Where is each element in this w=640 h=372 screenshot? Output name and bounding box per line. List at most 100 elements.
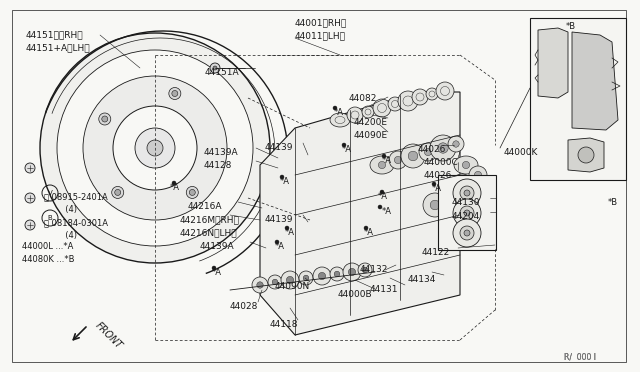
Text: 44216M（RH）: 44216M（RH） <box>180 215 240 224</box>
Text: *A: *A <box>334 108 344 117</box>
Circle shape <box>453 179 481 207</box>
Ellipse shape <box>401 144 425 168</box>
Circle shape <box>458 180 467 189</box>
Circle shape <box>464 190 470 196</box>
Ellipse shape <box>454 156 478 174</box>
Circle shape <box>394 156 402 164</box>
Circle shape <box>348 269 356 276</box>
Text: 44139A: 44139A <box>204 148 239 157</box>
Polygon shape <box>568 138 604 172</box>
Circle shape <box>408 151 418 161</box>
Ellipse shape <box>426 88 438 100</box>
Circle shape <box>272 279 278 285</box>
Text: 44001（RH）: 44001（RH） <box>295 18 348 27</box>
Ellipse shape <box>281 271 299 289</box>
Circle shape <box>210 63 220 73</box>
Ellipse shape <box>388 97 402 111</box>
Text: *A: *A <box>275 242 285 251</box>
Polygon shape <box>572 32 618 130</box>
Circle shape <box>362 267 368 273</box>
Text: FRONT: FRONT <box>93 320 124 350</box>
Circle shape <box>460 206 474 220</box>
Circle shape <box>275 240 279 244</box>
Circle shape <box>172 90 178 96</box>
Circle shape <box>342 143 346 147</box>
Text: 44000K: 44000K <box>504 148 538 157</box>
Text: 44090E: 44090E <box>354 131 388 140</box>
Ellipse shape <box>330 267 344 281</box>
Circle shape <box>453 141 460 147</box>
Text: B: B <box>47 215 52 221</box>
Circle shape <box>464 230 470 236</box>
Text: 44139: 44139 <box>265 143 294 152</box>
Circle shape <box>438 143 448 153</box>
Circle shape <box>25 163 35 173</box>
Circle shape <box>380 190 384 194</box>
Ellipse shape <box>373 99 391 117</box>
Circle shape <box>578 147 594 163</box>
Text: 44000B: 44000B <box>338 290 372 299</box>
Ellipse shape <box>398 91 418 111</box>
Circle shape <box>464 210 470 216</box>
Text: 44216N（LH）: 44216N（LH） <box>180 228 237 237</box>
Circle shape <box>112 186 124 198</box>
Ellipse shape <box>389 151 407 169</box>
Text: 44200E: 44200E <box>354 118 388 127</box>
Text: V: V <box>47 190 52 196</box>
Text: *A: *A <box>382 207 392 216</box>
Circle shape <box>99 113 111 125</box>
Ellipse shape <box>330 113 350 127</box>
Text: 44026: 44026 <box>424 171 452 180</box>
Text: (4): (4) <box>60 205 77 214</box>
Text: *A: *A <box>364 228 374 237</box>
Circle shape <box>474 171 482 179</box>
Text: *A: *A <box>285 228 295 237</box>
Text: 44151　（RH）: 44151 （RH） <box>26 30 84 39</box>
Circle shape <box>57 50 253 246</box>
Text: 44216A: 44216A <box>188 202 223 211</box>
Ellipse shape <box>268 275 282 289</box>
Ellipse shape <box>436 82 454 100</box>
Circle shape <box>212 266 216 270</box>
Circle shape <box>424 148 431 155</box>
Text: 44026: 44026 <box>418 145 446 154</box>
Text: 44204: 44204 <box>452 212 480 221</box>
Circle shape <box>285 226 289 230</box>
Circle shape <box>460 186 474 200</box>
Text: *A: *A <box>432 184 442 193</box>
Circle shape <box>102 116 108 122</box>
Ellipse shape <box>313 267 331 285</box>
Text: 44130: 44130 <box>452 198 481 207</box>
Text: *A: *A <box>280 177 290 186</box>
Circle shape <box>453 219 481 247</box>
Text: R/  000 I: R/ 000 I <box>564 352 596 361</box>
Ellipse shape <box>347 107 363 123</box>
Text: 44000L ...*A: 44000L ...*A <box>22 242 74 251</box>
Ellipse shape <box>370 156 394 174</box>
Circle shape <box>25 220 35 230</box>
Text: 44134: 44134 <box>408 275 436 284</box>
Circle shape <box>453 199 481 227</box>
Text: *A: *A <box>382 156 392 165</box>
Text: *A: *A <box>378 192 388 201</box>
Circle shape <box>378 161 385 169</box>
Text: *A: *A <box>170 183 180 192</box>
Text: 44011（LH）: 44011（LH） <box>295 31 346 40</box>
Circle shape <box>186 186 198 198</box>
Polygon shape <box>260 92 460 335</box>
Circle shape <box>333 106 337 110</box>
Ellipse shape <box>412 89 428 105</box>
Text: *B: *B <box>608 198 618 207</box>
Circle shape <box>462 161 470 169</box>
Bar <box>438 175 496 250</box>
Circle shape <box>280 175 284 179</box>
Text: Ⓑ 08184-0301A: Ⓑ 08184-0301A <box>44 218 108 227</box>
Circle shape <box>169 87 181 99</box>
Text: 44131: 44131 <box>370 285 399 294</box>
Circle shape <box>25 193 35 203</box>
Circle shape <box>334 271 340 277</box>
Circle shape <box>189 189 195 195</box>
Circle shape <box>135 128 175 168</box>
Text: R/  000 I: R/ 000 I <box>564 352 596 361</box>
Text: *A: *A <box>342 145 352 154</box>
